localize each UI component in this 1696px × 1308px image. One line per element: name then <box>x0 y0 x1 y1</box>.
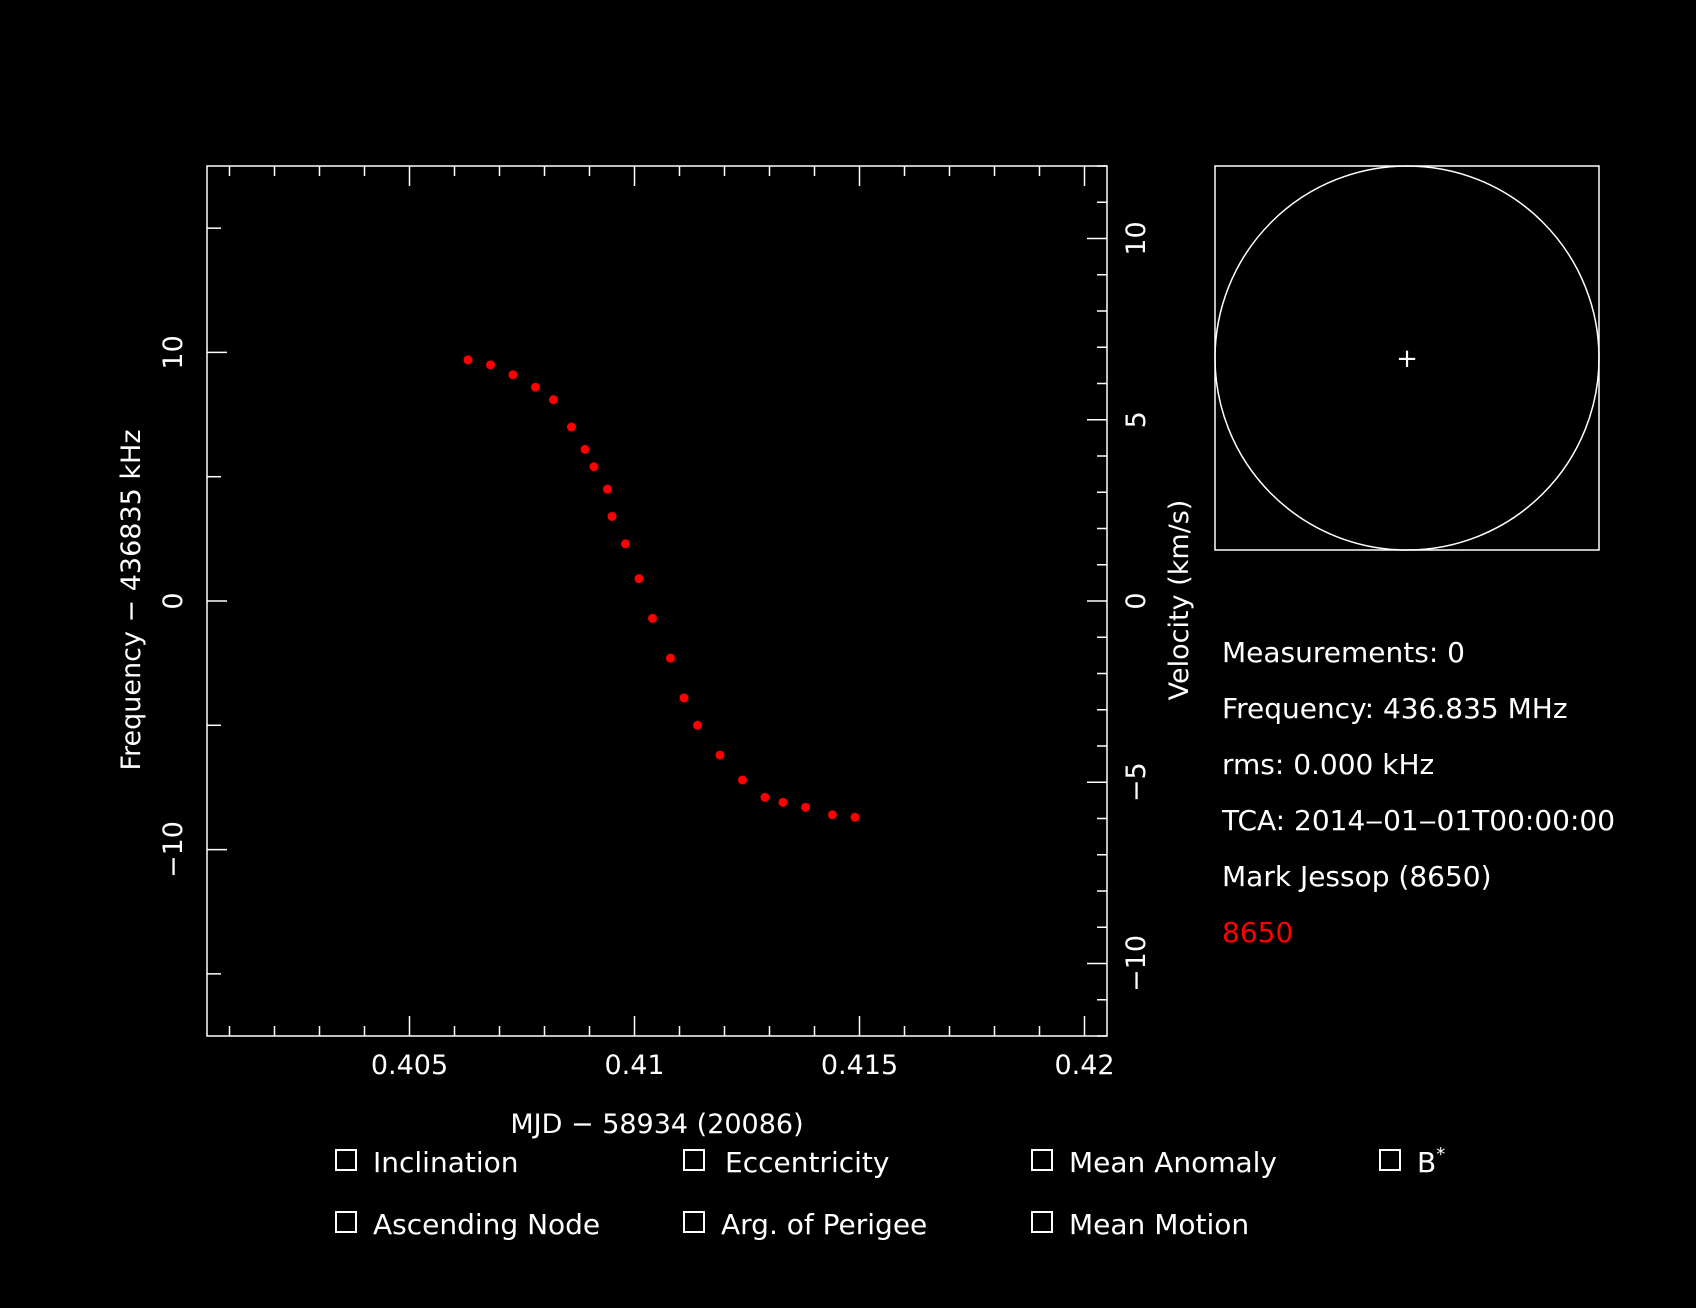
y-right-tick-label: 5 <box>1121 411 1152 428</box>
ascending-node-checkbox[interactable] <box>335 1211 357 1233</box>
ascending-node-label: Ascending Node <box>373 1208 600 1241</box>
arg-of-perigee-label: Arg. of Perigee <box>721 1208 927 1241</box>
axis-ticks <box>207 165 1107 1037</box>
y-tick-label: 0 <box>158 592 189 609</box>
arg-of-perigee-checkbox[interactable] <box>683 1211 705 1233</box>
x-tick-label: 0.41 <box>604 1050 664 1081</box>
y-tick-label: −10 <box>158 821 189 878</box>
y-axis-label: Frequency − 436835 kHz <box>116 429 147 770</box>
x-axis-label: MJD − 58934 (20086) <box>510 1109 803 1140</box>
site-id-legend: 8650 <box>1222 916 1293 949</box>
data-point <box>666 653 675 663</box>
eccentricity-checkbox[interactable] <box>683 1149 705 1171</box>
data-point <box>801 802 810 812</box>
y-right-tick-label: −10 <box>1121 935 1152 992</box>
option-eccentricity[interactable]: Eccentricity <box>683 1146 889 1179</box>
option-bstar[interactable]: B* <box>1379 1144 1445 1179</box>
data-point <box>531 382 540 392</box>
data-point <box>648 613 657 623</box>
polar-view: + <box>1214 165 1600 551</box>
data-point <box>463 355 473 365</box>
data-point <box>828 810 837 820</box>
mean-anomaly-checkbox[interactable] <box>1031 1149 1053 1171</box>
option-mean-anomaly[interactable]: Mean Anomaly <box>1031 1146 1277 1179</box>
y-tick-label: 10 <box>158 335 189 369</box>
data-point <box>603 484 612 494</box>
fit-parameter-options: Inclination Eccentricity Mean Anomaly B*… <box>335 1144 1445 1241</box>
data-point <box>607 511 617 521</box>
eccentricity-label: Eccentricity <box>725 1146 889 1179</box>
y-right-axis-label: Velocity (km/s) <box>1164 500 1195 701</box>
y-right-tick-label: −5 <box>1121 762 1152 802</box>
data-point <box>679 693 689 703</box>
option-arg-of-perigee[interactable]: Arg. of Perigee <box>683 1208 927 1241</box>
y-right-tick-label: 10 <box>1121 221 1152 255</box>
option-ascending-node[interactable]: Ascending Node <box>335 1208 600 1241</box>
inclination-label: Inclination <box>373 1146 519 1179</box>
data-point <box>580 444 590 454</box>
x-tick-label: 0.42 <box>1054 1050 1114 1081</box>
option-inclination[interactable]: Inclination <box>335 1146 519 1179</box>
mean-motion-label: Mean Motion <box>1069 1208 1249 1241</box>
zenith-marker: + <box>1396 344 1418 374</box>
inclination-checkbox[interactable] <box>335 1149 357 1171</box>
bstar-label: B* <box>1417 1144 1445 1179</box>
data-point <box>549 395 558 405</box>
y-right-tick-label: 0 <box>1121 592 1152 609</box>
x-tick-label: 0.415 <box>821 1050 898 1081</box>
observer-name: Mark Jessop (8650) <box>1222 860 1492 893</box>
data-point <box>486 360 495 370</box>
data-point <box>693 720 702 730</box>
mean-anomaly-label: Mean Anomaly <box>1069 1146 1277 1179</box>
frequency-readout: Frequency: 436.835 MHz <box>1222 692 1568 725</box>
data-points <box>463 355 860 822</box>
data-point <box>760 792 770 802</box>
option-mean-motion[interactable]: Mean Motion <box>1031 1208 1249 1241</box>
info-panel: Measurements: 0 Frequency: 436.835 MHz r… <box>1221 636 1615 949</box>
rms-readout: rms: 0.000 kHz <box>1222 748 1434 781</box>
x-tick-label: 0.405 <box>371 1050 448 1081</box>
data-point <box>589 462 599 472</box>
data-point <box>621 539 630 549</box>
axis-tick-labels: 0.405 0.41 0.415 0.42 −10 0 10 −10 −5 0 5 10 <box>158 221 1152 1081</box>
data-point <box>778 797 788 807</box>
measurements-count: Measurements: 0 <box>1222 636 1465 669</box>
horizon-circle <box>1214 165 1600 551</box>
bstar-checkbox[interactable] <box>1379 1149 1401 1171</box>
bstar-label-sup: * <box>1436 1144 1445 1165</box>
data-point <box>738 775 747 785</box>
data-point <box>567 422 576 432</box>
data-point <box>508 370 518 380</box>
data-point <box>850 812 860 822</box>
mean-motion-checkbox[interactable] <box>1031 1211 1053 1233</box>
tca-readout: TCA: 2014‒01‒01T00:00:00 <box>1221 804 1615 837</box>
data-point <box>715 750 725 760</box>
bstar-label-base: B <box>1417 1146 1436 1179</box>
data-point <box>634 574 644 584</box>
